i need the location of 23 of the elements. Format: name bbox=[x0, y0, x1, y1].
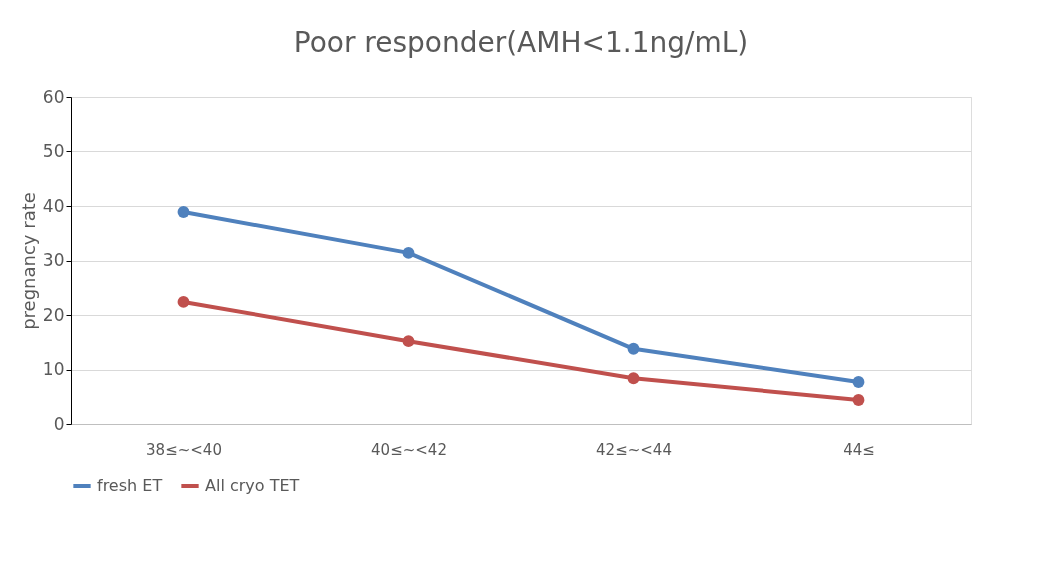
legend-label: fresh ET bbox=[97, 476, 163, 495]
x-tick-label: 42≤~<44 bbox=[596, 440, 672, 459]
point bbox=[852, 376, 865, 388]
point bbox=[627, 372, 640, 385]
y-tick-label: 40 bbox=[42, 195, 65, 216]
point bbox=[402, 335, 415, 348]
y-tick-label: 10 bbox=[42, 359, 65, 379]
x-tick-label: 40≤~<42 bbox=[371, 440, 447, 459]
point bbox=[177, 296, 190, 308]
y-tick-label: 0 bbox=[53, 413, 65, 434]
y-tick-label: 30 bbox=[42, 250, 65, 270]
point bbox=[177, 206, 190, 218]
chart-title: Poor responder(AMH<1.1ng/mL) bbox=[293, 26, 749, 59]
y-axis-title: pregnancy rate bbox=[17, 192, 39, 330]
y-tick-label: 20 bbox=[42, 304, 65, 325]
point bbox=[627, 342, 640, 355]
y-tick-label: 60 bbox=[42, 86, 65, 107]
x-tick-label: 44≤ bbox=[843, 440, 875, 459]
y-tick-label: 50 bbox=[42, 141, 65, 161]
point bbox=[852, 394, 865, 406]
point bbox=[402, 246, 415, 259]
x-tick-label: 38≤~<40 bbox=[146, 440, 222, 459]
legend-label: All cryo TET bbox=[205, 476, 300, 495]
